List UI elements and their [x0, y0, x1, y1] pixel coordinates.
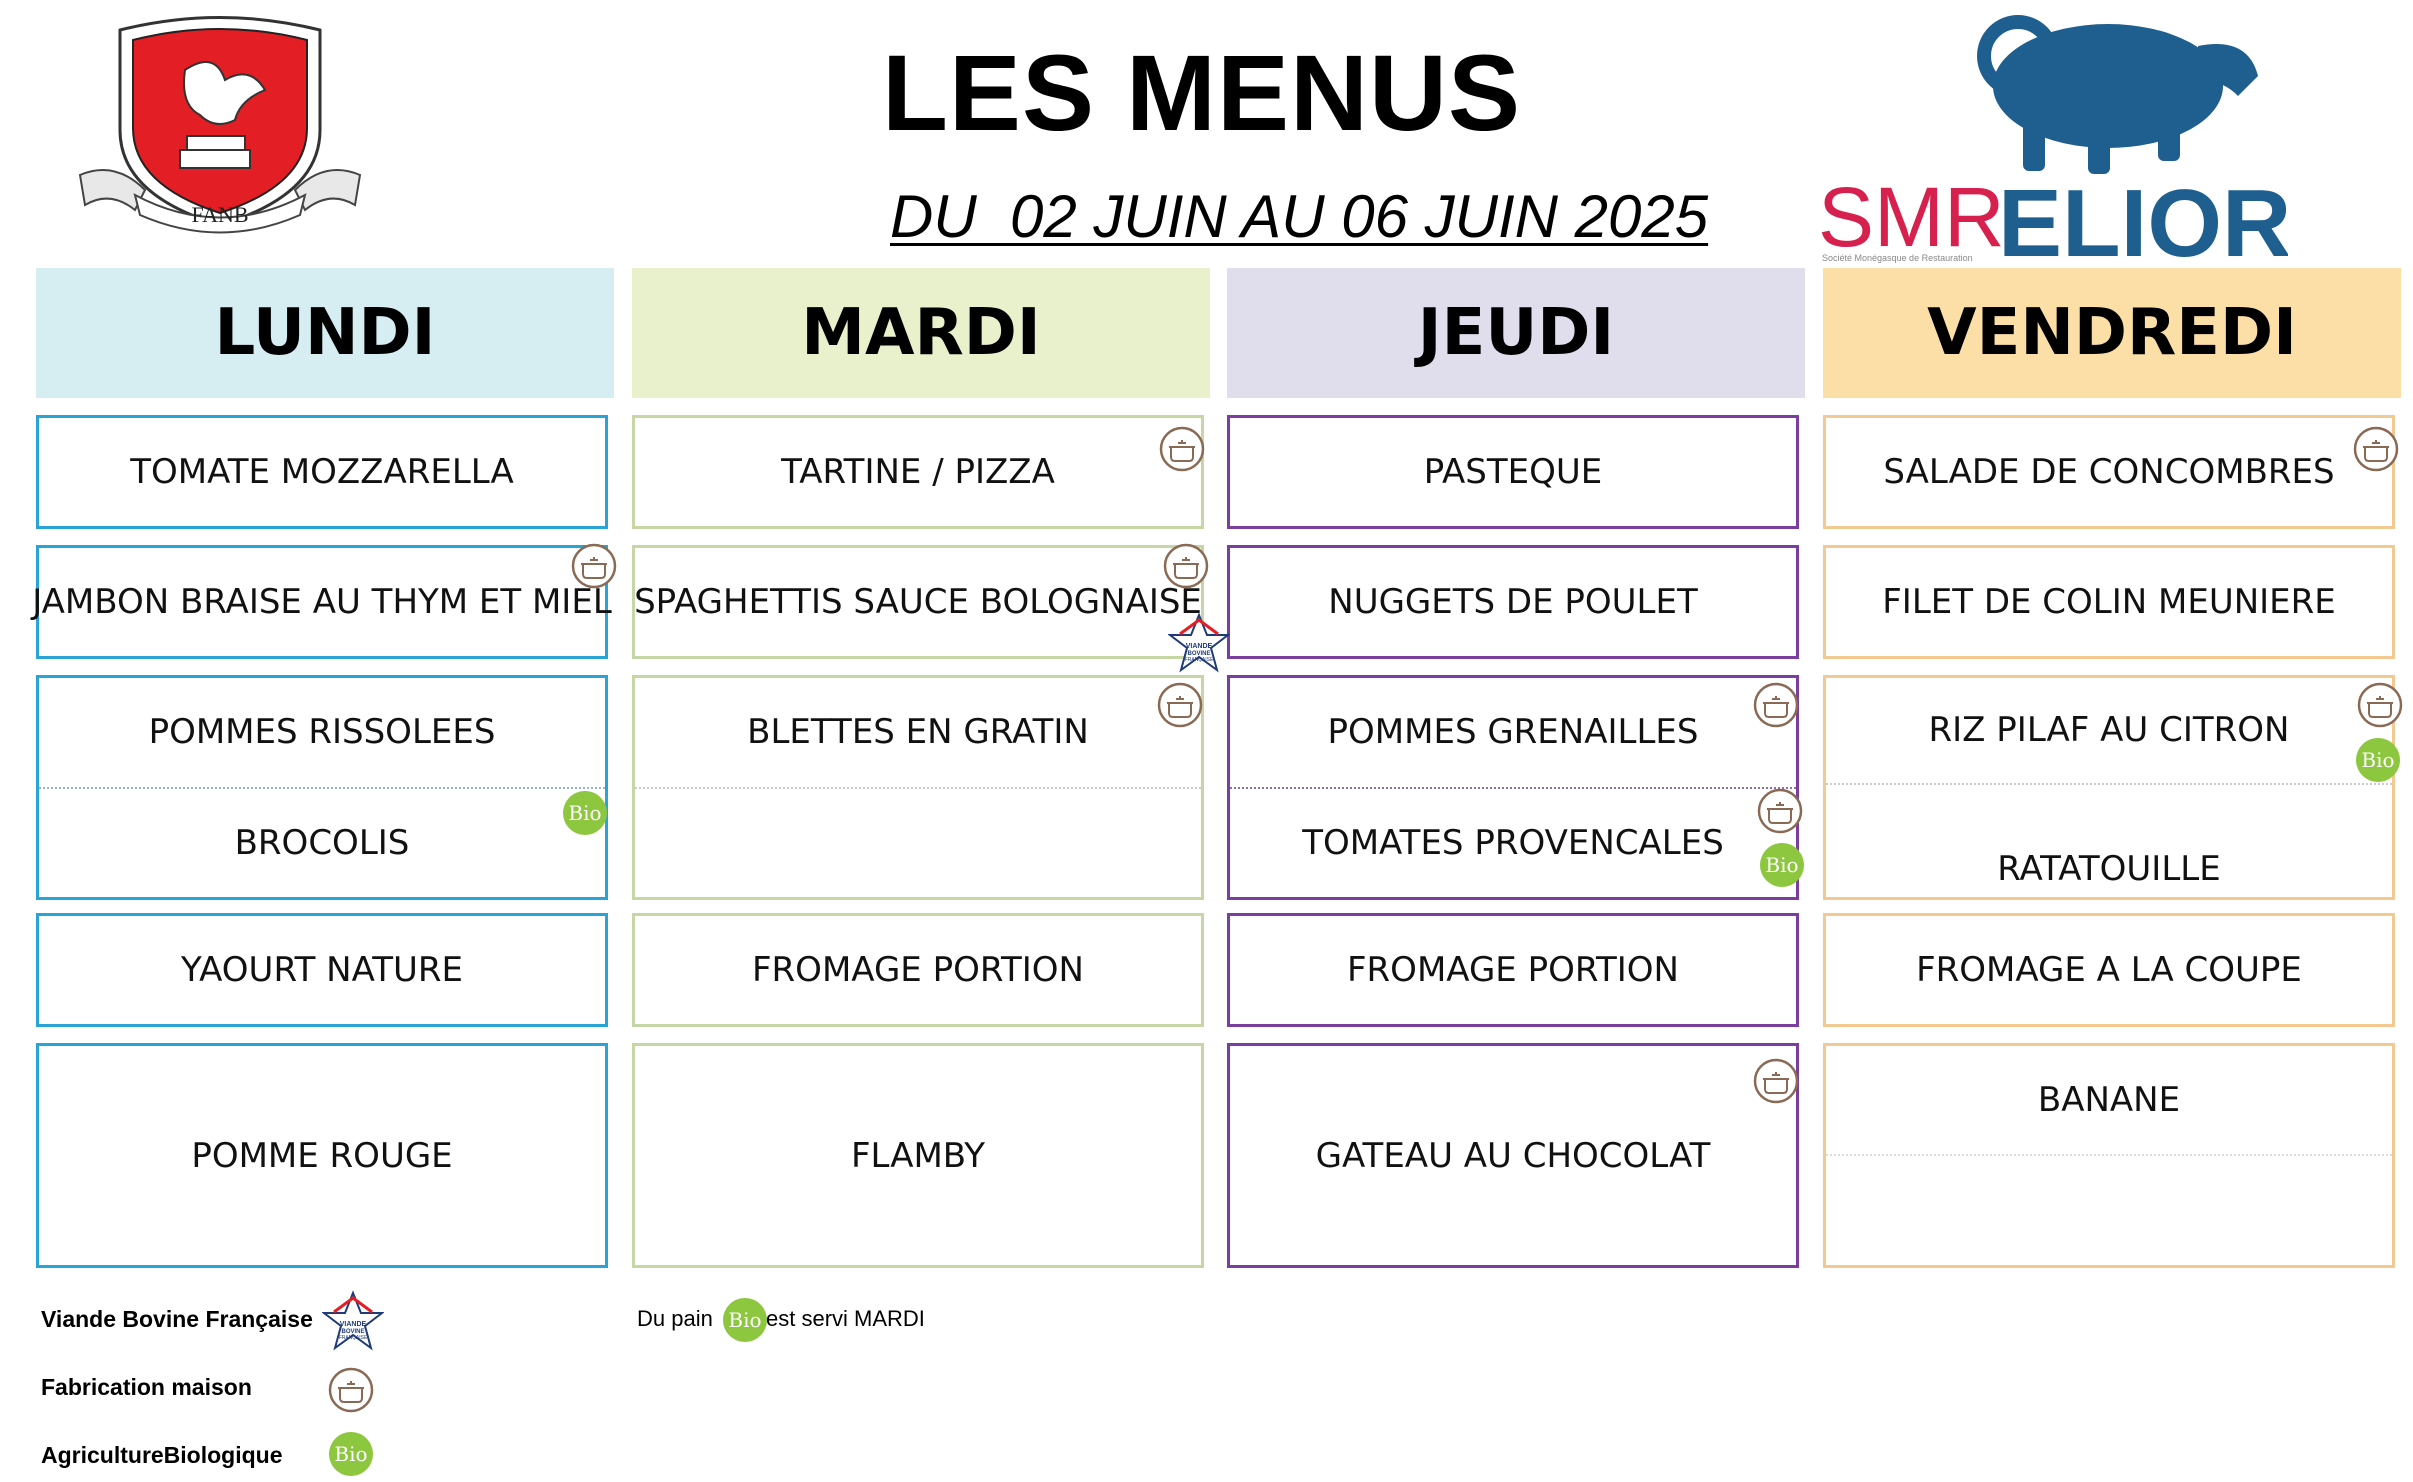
jeudi-garniture-1: POMMES GRENAILLES: [1230, 678, 1796, 789]
day-header-jeudi: JEUDI: [1227, 268, 1805, 398]
mardi-garniture: BLETTES EN GRATIN: [632, 675, 1204, 900]
svg-text:BOVINE: BOVINE: [341, 1329, 364, 1335]
mardi-entree: TARTINE / PIZZA: [632, 415, 1204, 529]
homemade-pot-icon: [1753, 682, 1799, 728]
svg-text:VIANDE: VIANDE: [340, 1321, 367, 1328]
svg-text:FRANÇAISE: FRANÇAISE: [1185, 657, 1214, 663]
vendredi-garniture-1-text: RIZ PILAF AU CITRON: [1928, 710, 2290, 751]
jeudi-laitage-text: FROMAGE PORTION: [1347, 950, 1679, 990]
homemade-pot-icon: [328, 1367, 374, 1413]
svg-text:VIANDE: VIANDE: [1186, 643, 1213, 650]
homemade-pot-icon: [571, 543, 617, 589]
bread-note-before: Du pain: [637, 1306, 713, 1331]
elior-text: ELIOR: [1998, 170, 2288, 264]
vendredi-dessert: BANANE: [1823, 1043, 2395, 1268]
vendredi-laitage-text: FROMAGE A LA COUPE: [1916, 950, 2302, 990]
smr-text: SMR: [1818, 170, 2005, 264]
vendredi-garniture-1: RIZ PILAF AU CITRON: [1826, 678, 2392, 785]
lundi-garniture-2-text: BROCOLIS: [234, 822, 410, 863]
bio-icon: Bio: [723, 1298, 767, 1342]
jeudi-entree-text: PASTEQUE: [1423, 452, 1603, 492]
day-header-mardi: MARDI: [632, 268, 1210, 398]
vendredi-dessert-2: [1826, 1156, 2392, 1265]
smr-subtext: Société Monégasque de Restauration: [1822, 253, 1973, 263]
mardi-plat-text: SPAGHETTIS SAUCE BOLOGNAISE: [634, 582, 1202, 622]
viande-bovine-francaise-icon: VIANDE BOVINE FRANÇAISE: [1168, 612, 1230, 673]
jeudi-garniture-2-text: TOMATES PROVENCALES: [1302, 822, 1724, 863]
homemade-pot-icon: [1159, 426, 1205, 472]
vendredi-entree: SALADE DE CONCOMBRES: [1823, 415, 2395, 529]
svg-text:FRANÇAISE: FRANÇAISE: [339, 1335, 368, 1341]
bio-icon: Bio: [563, 791, 607, 835]
jeudi-dessert: GATEAU AU CHOCOLAT: [1227, 1043, 1799, 1268]
fanb-logo: FANB: [78, 16, 362, 234]
bio-icon: Bio: [1760, 843, 1804, 887]
vendredi-plat: FILET DE COLIN MEUNIERE: [1823, 545, 2395, 659]
jeudi-laitage: FROMAGE PORTION: [1227, 913, 1799, 1027]
jeudi-garniture-1-text: POMMES GRENAILLES: [1327, 712, 1699, 753]
day-header-lundi: LUNDI: [36, 268, 614, 398]
legend-bio-label: AgricultureBiologique: [41, 1442, 283, 1468]
date-range: DU 02 JUIN AU 06 JUIN 2025: [890, 183, 1709, 250]
lundi-garniture-1-text: POMMES RISSOLEES: [148, 712, 496, 753]
mardi-laitage-text: FROMAGE PORTION: [752, 950, 1084, 990]
homemade-pot-icon: [1753, 1058, 1799, 1104]
lundi-laitage: YAOURT NATURE: [36, 913, 608, 1027]
mardi-entree-text: TARTINE / PIZZA: [781, 452, 1055, 492]
vendredi-laitage: FROMAGE A LA COUPE: [1823, 913, 2395, 1027]
homemade-pot-icon: [1157, 682, 1203, 728]
mardi-laitage: FROMAGE PORTION: [632, 913, 1204, 1027]
vendredi-dessert-1: BANANE: [1826, 1046, 2392, 1156]
lundi-garniture-2: BROCOLIS: [39, 789, 605, 898]
lundi-entree: TOMATE MOZZARELLA: [36, 415, 608, 529]
viande-bovine-francaise-icon: VIANDE BOVINE FRANÇAISE: [322, 1290, 384, 1351]
mardi-garniture-2: [635, 789, 1201, 898]
fanb-logo-text: FANB: [191, 202, 248, 227]
lundi-garniture: POMMES RISSOLEES BROCOLIS: [36, 675, 608, 900]
jeudi-entree: PASTEQUE: [1227, 415, 1799, 529]
jeudi-garniture-2: TOMATES PROVENCALES: [1230, 789, 1796, 898]
bread-note-after: est servi MARDI: [766, 1306, 925, 1331]
page-title: LES MENUS: [881, 32, 1522, 153]
vendredi-garniture-2: RATATOUILLE: [1826, 785, 2392, 898]
homemade-pot-icon: [2353, 426, 2399, 472]
jeudi-dessert-text: GATEAU AU CHOCOLAT: [1315, 1135, 1711, 1176]
jeudi-garniture: POMMES GRENAILLES TOMATES PROVENCALES: [1227, 675, 1799, 900]
mardi-garniture-1: BLETTES EN GRATIN: [635, 678, 1201, 789]
lundi-plat-text: JAMBON BRAISE AU THYM ET MIEL: [32, 582, 612, 622]
homemade-pot-icon: [2357, 682, 2403, 728]
mardi-garniture-1-text: BLETTES EN GRATIN: [747, 712, 1089, 753]
day-header-vendredi: VENDREDI: [1823, 268, 2401, 398]
legend-homemade-label: Fabrication maison: [41, 1374, 252, 1400]
vendredi-garniture-2-text: RATATOUILLE: [1997, 849, 2221, 889]
legend-vbf-label: Viande Bovine Française: [41, 1306, 313, 1332]
lundi-garniture-1: POMMES RISSOLEES: [39, 678, 605, 789]
homemade-pot-icon: [1757, 788, 1803, 834]
lundi-laitage-text: YAOURT NATURE: [181, 950, 463, 990]
mardi-plat: SPAGHETTIS SAUCE BOLOGNAISE: [632, 545, 1204, 659]
lundi-dessert: POMME ROUGE: [36, 1043, 608, 1268]
vendredi-entree-text: SALADE DE CONCOMBRES: [1883, 452, 2335, 492]
vendredi-garniture: RIZ PILAF AU CITRON RATATOUILLE: [1823, 675, 2395, 900]
lundi-plat: JAMBON BRAISE AU THYM ET MIEL: [32, 545, 612, 659]
jeudi-plat-text: NUGGETS DE POULET: [1328, 582, 1698, 622]
mardi-dessert-text: FLAMBY: [850, 1135, 986, 1176]
smr-elior-logo: SMR ELIOR Société Monégasque de Restaura…: [1818, 15, 2288, 264]
mardi-dessert: FLAMBY: [632, 1043, 1204, 1268]
jeudi-plat: NUGGETS DE POULET: [1227, 545, 1799, 659]
vendredi-dessert-text: BANANE: [2037, 1080, 2181, 1120]
bio-icon: Bio: [2356, 738, 2400, 782]
lundi-entree-text: TOMATE MOZZARELLA: [130, 452, 514, 492]
svg-text:BOVINE: BOVINE: [1187, 651, 1210, 657]
homemade-pot-icon: [1163, 543, 1209, 589]
bio-icon: Bio: [329, 1432, 373, 1476]
vendredi-plat-text: FILET DE COLIN MEUNIERE: [1882, 582, 2336, 622]
lundi-dessert-text: POMME ROUGE: [191, 1135, 453, 1176]
